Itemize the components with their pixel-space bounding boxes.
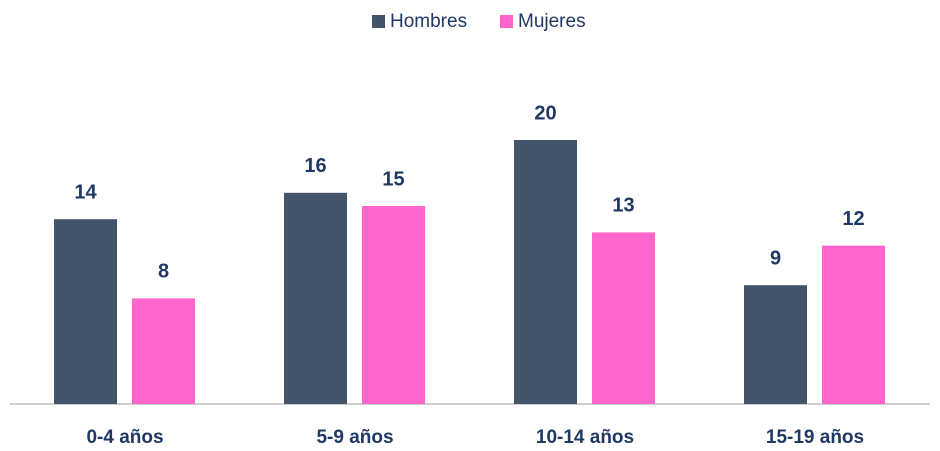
bar — [822, 245, 885, 404]
x-tick-label: 0-4 años — [86, 427, 163, 448]
legend-swatch — [500, 15, 513, 28]
legend-label: Mujeres — [518, 11, 586, 32]
value-label: 12 — [842, 208, 864, 230]
bar — [592, 232, 655, 404]
value-label: 8 — [158, 261, 169, 283]
value-label: 9 — [770, 247, 781, 269]
x-tick-label: 5-9 años — [316, 427, 393, 448]
bar — [744, 285, 807, 404]
value-label: 15 — [382, 168, 404, 190]
value-label: 16 — [304, 155, 326, 177]
bar — [54, 219, 117, 404]
bar — [514, 140, 577, 404]
bar — [132, 298, 195, 404]
x-tick-label: 10-14 años — [536, 427, 634, 448]
x-tick-label: 15-19 años — [766, 427, 864, 448]
value-label: 20 — [534, 102, 556, 124]
bar — [284, 192, 347, 404]
value-label: 14 — [74, 181, 97, 203]
value-label: 13 — [612, 195, 634, 217]
legend-label: Hombres — [390, 11, 467, 32]
legend-swatch — [372, 15, 385, 28]
bar — [362, 206, 425, 404]
